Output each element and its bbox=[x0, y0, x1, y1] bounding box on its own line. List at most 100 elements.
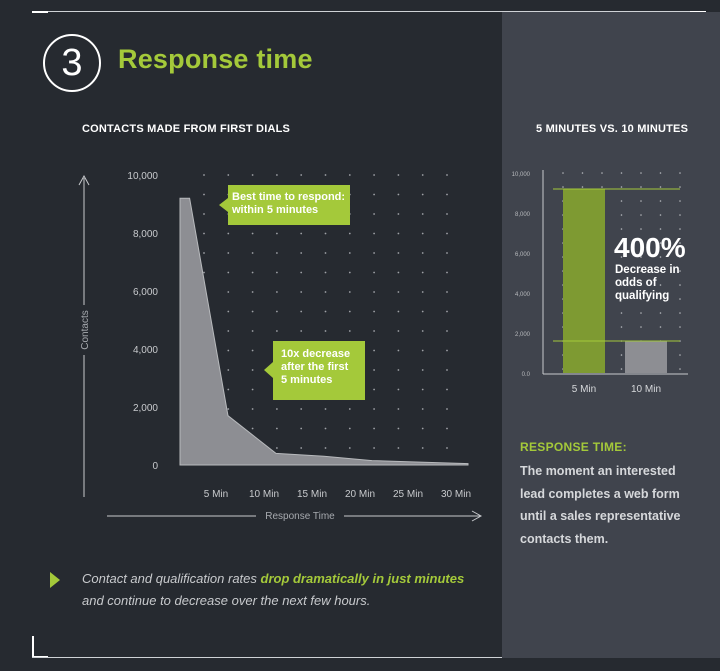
grid-dot bbox=[659, 312, 662, 314]
grid-dot bbox=[373, 408, 375, 410]
grid-dot bbox=[601, 172, 603, 174]
grid-dot bbox=[679, 228, 681, 230]
footer-emphasis: drop dramatically in just minutes bbox=[260, 571, 465, 586]
grid-dot bbox=[324, 271, 327, 274]
grid-dot bbox=[227, 369, 230, 371]
x-tick-label: 30 Min bbox=[441, 489, 471, 500]
grid-dot bbox=[324, 408, 327, 410]
grid-dot bbox=[679, 368, 681, 370]
footer-post: and continue to decrease over the next f… bbox=[82, 593, 371, 608]
grid-dot bbox=[300, 408, 303, 410]
grid-dot bbox=[348, 271, 351, 274]
grid-dot bbox=[640, 200, 642, 202]
grid-dot bbox=[659, 186, 662, 188]
x-tick-label: 10 Min bbox=[631, 384, 661, 395]
grid-dot bbox=[251, 427, 254, 430]
x-axis-label: Response Time bbox=[265, 511, 335, 522]
grid-dot bbox=[276, 291, 278, 293]
y-tick-label: 6,000 bbox=[515, 252, 531, 258]
grid-dot bbox=[421, 310, 424, 313]
grid-dot bbox=[397, 193, 400, 196]
grid-dot bbox=[679, 354, 681, 356]
grid-dot bbox=[446, 349, 448, 352]
frame-corner-tl bbox=[32, 11, 48, 13]
grid-dot bbox=[620, 200, 623, 202]
grid-dot bbox=[300, 271, 303, 274]
grid-dot bbox=[446, 291, 448, 293]
y-tick-label: 10,000 bbox=[127, 171, 158, 182]
grid-dot bbox=[446, 330, 448, 332]
grid-dot bbox=[300, 232, 303, 235]
grid-dot bbox=[421, 174, 424, 176]
bar bbox=[563, 189, 605, 373]
grid-dot bbox=[203, 232, 205, 235]
y-tick-label: 0.0 bbox=[522, 372, 531, 378]
grid-dot bbox=[324, 174, 327, 176]
grid-dot bbox=[421, 213, 424, 215]
grid-dot bbox=[251, 388, 254, 391]
response-time-body: The moment an interested lead completes … bbox=[520, 464, 681, 546]
y-axis-label-bg bbox=[76, 305, 92, 355]
grid-dot bbox=[421, 193, 424, 196]
grid-dot bbox=[397, 232, 400, 235]
grid-dot bbox=[251, 271, 254, 274]
grid-dot bbox=[373, 193, 375, 196]
grid-dot bbox=[251, 349, 254, 352]
grid-dot bbox=[397, 330, 400, 332]
grid-dot bbox=[324, 447, 327, 449]
grid-dot bbox=[227, 349, 230, 352]
grid-dot bbox=[659, 298, 662, 300]
y-tick-label: 4,000 bbox=[133, 345, 158, 356]
grid-dot bbox=[679, 326, 681, 328]
grid-dot bbox=[446, 369, 448, 371]
grid-dot bbox=[348, 408, 351, 410]
grid-dot bbox=[397, 447, 400, 449]
grid-dot bbox=[251, 310, 254, 313]
grid-dot bbox=[679, 312, 681, 314]
grid-dot bbox=[276, 174, 278, 176]
grid-dot bbox=[373, 369, 375, 371]
y-tick-label: 6,000 bbox=[133, 287, 158, 298]
stat-line: Decrease in bbox=[615, 264, 680, 276]
stat-line: odds of bbox=[615, 277, 657, 289]
grid-dot bbox=[679, 284, 681, 286]
grid-dot bbox=[640, 228, 642, 230]
grid-dot bbox=[276, 330, 278, 332]
grid-dot bbox=[276, 427, 278, 430]
frame-bottom-line bbox=[32, 657, 692, 658]
grid-dot bbox=[251, 252, 254, 254]
grid-dot bbox=[348, 447, 351, 449]
grid-dot bbox=[679, 242, 681, 244]
grid-dot bbox=[620, 284, 623, 286]
grid-dot bbox=[373, 174, 375, 176]
grid-dot bbox=[446, 447, 448, 449]
grid-dot bbox=[251, 232, 254, 235]
grid-dot bbox=[276, 271, 278, 274]
y-tick-label: 8,000 bbox=[133, 229, 158, 240]
grid-dot bbox=[620, 186, 623, 188]
area-chart-title: CONTACTS MADE FROM FIRST DIALS bbox=[82, 123, 291, 135]
grid-dot bbox=[640, 270, 642, 272]
grid-dot bbox=[227, 388, 230, 391]
grid-dot bbox=[300, 447, 303, 449]
grid-dot bbox=[659, 228, 662, 230]
grid-dot bbox=[203, 213, 205, 215]
grid-dot bbox=[446, 252, 448, 254]
grid-dot bbox=[373, 310, 375, 313]
grid-dot bbox=[373, 388, 375, 391]
grid-dot bbox=[446, 271, 448, 274]
grid-dot bbox=[373, 349, 375, 352]
x-tick-label: 20 Min bbox=[345, 489, 375, 500]
grid-dot bbox=[227, 232, 230, 235]
grid-dot bbox=[659, 326, 662, 328]
right-panel bbox=[502, 12, 720, 658]
grid-dot bbox=[348, 427, 351, 430]
frame-corner-bl-v bbox=[32, 636, 34, 658]
grid-dot bbox=[446, 193, 448, 196]
stat-percent: 400% bbox=[614, 232, 686, 263]
grid-dot bbox=[640, 172, 642, 174]
grid-dot bbox=[348, 174, 351, 176]
grid-dot bbox=[300, 252, 303, 254]
grid-dot bbox=[620, 354, 623, 356]
grid-dot bbox=[421, 369, 424, 371]
